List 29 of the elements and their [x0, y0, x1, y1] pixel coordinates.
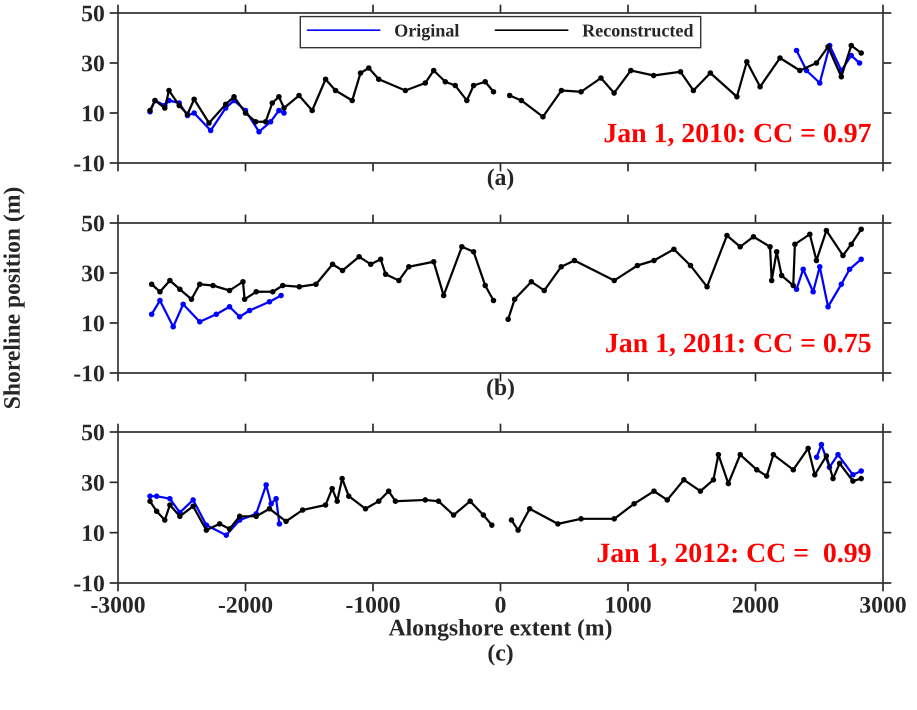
- x-tick-label: 3000: [860, 596, 906, 613]
- y-tick-label: 50: [82, 5, 104, 22]
- y-tick-label: -10: [74, 365, 104, 382]
- text: (c): [488, 644, 513, 666]
- y-tick-label: 10: [83, 315, 104, 332]
- y-tick-label: 10: [83, 105, 104, 122]
- y-tick-label: 30: [82, 474, 104, 491]
- y-tick-label: 50: [82, 215, 104, 232]
- x-tick-label: -3000: [91, 596, 145, 613]
- y-tick-label: 30: [82, 265, 104, 282]
- x-tick-label: -2000: [218, 596, 272, 613]
- y-tick-label: -10: [74, 575, 104, 592]
- y-tick-label: 10: [83, 525, 104, 542]
- annotation: Jan 1, 2012: CC = 0.99: [598, 544, 871, 566]
- y-tick-label: 30: [82, 55, 104, 72]
- annotation: Jan 1, 2011: CC = 0.75: [606, 334, 871, 356]
- x-tick-label: -1000: [346, 596, 400, 613]
- x-tick-label: 2000: [732, 596, 778, 613]
- x-tick-label: 0: [495, 596, 506, 613]
- legend-label: Original: [395, 24, 460, 40]
- y-axis-title: Shoreline position (m): [3, 188, 25, 408]
- x-tick-label: 1000: [606, 596, 651, 613]
- annotation: Jan 1, 2010: CC = 0.97: [604, 124, 871, 146]
- text: (a): [488, 168, 514, 190]
- x-axis-title: Alongshore extent (m): [388, 618, 612, 641]
- text: (b): [487, 378, 514, 400]
- y-tick-label: 50: [82, 424, 104, 440]
- legend-label: Reconstructed: [582, 24, 694, 37]
- y-tick-label: -10: [74, 155, 104, 172]
